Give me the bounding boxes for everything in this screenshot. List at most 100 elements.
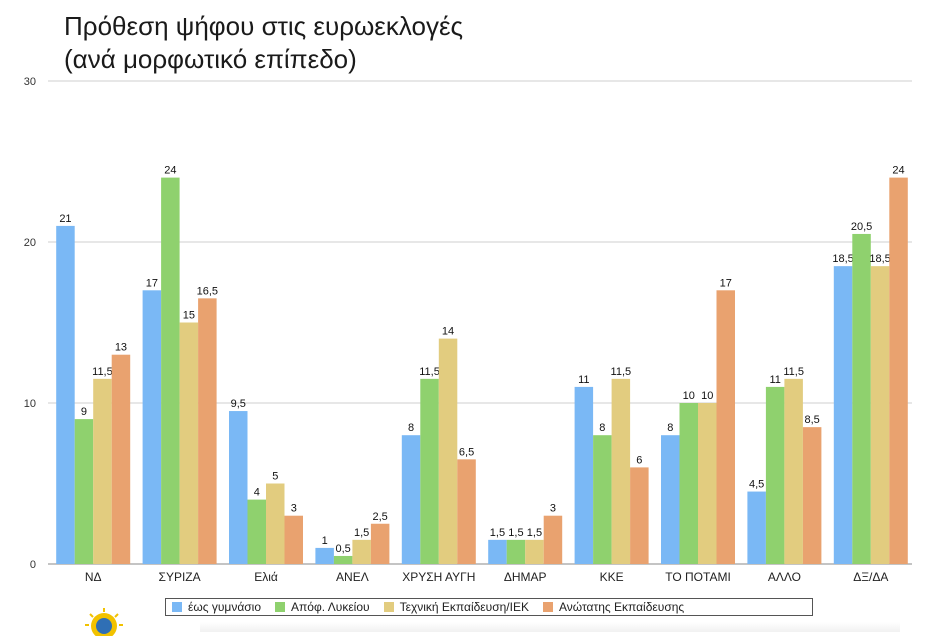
bar-6-3: [630, 467, 649, 564]
data-label-7-0: 8: [667, 422, 673, 434]
legend-label-0: έως γυμνάσιο: [188, 600, 261, 614]
bar-3-2: [352, 539, 371, 564]
data-label-9-0: 18,5: [832, 253, 853, 265]
data-label-4-0: 8: [408, 422, 414, 434]
data-label-9-1: 20,5: [851, 221, 872, 233]
data-label-2-3: 3: [291, 503, 297, 515]
data-label-3-2: 1,5: [354, 527, 369, 539]
bar-6-0: [574, 386, 594, 564]
data-label-9-3: 24: [892, 165, 904, 177]
bar-7-2: [698, 403, 717, 564]
bar-1-3: [198, 298, 217, 564]
bar-9-2: [870, 266, 890, 564]
bar-0-3: [111, 354, 131, 564]
data-label-5-0: 1,5: [490, 527, 505, 539]
bar-3-0: [315, 547, 334, 564]
x-tick-label-3: ΑΝΕΛ: [336, 570, 369, 584]
data-label-8-3: 8,5: [805, 414, 820, 426]
data-label-7-2: 10: [701, 390, 713, 402]
legend: έως γυμνάσιο Απόφ. Λυκείου Τεχνική Εκπαί…: [165, 598, 813, 616]
legend-swatch-0: [172, 602, 182, 612]
chart-title: Πρόθεση ψήφου στις ευρωεκλογές (ανά μορφ…: [64, 10, 463, 76]
bar-8-3: [802, 427, 822, 564]
data-label-6-1: 8: [599, 422, 605, 434]
bar-2-0: [229, 411, 248, 564]
x-tick-label-1: ΣΥΡΙΖΑ: [159, 570, 201, 584]
bar-8-1: [765, 386, 785, 564]
bar-5-1: [506, 539, 526, 564]
data-label-2-2: 5: [272, 471, 278, 483]
data-label-1-2: 15: [183, 310, 195, 322]
bar-6-1: [593, 435, 612, 564]
data-label-4-2: 14: [442, 326, 454, 338]
logo-emblem: [85, 608, 123, 636]
bar-6-2: [611, 378, 631, 564]
bar-4-1: [420, 378, 439, 564]
legend-label-1: Απόφ. Λυκείου: [291, 600, 370, 614]
x-tick-label-4: ΧΡΥΣΗ ΑΥΓΗ: [402, 570, 475, 584]
data-label-5-1: 1,5: [508, 527, 523, 539]
x-tick-label-5: ΔΗΜΑΡ: [504, 570, 547, 584]
bar-9-0: [833, 266, 853, 564]
title-line-1: Πρόθεση ψήφου στις ευρωεκλογές: [64, 11, 464, 41]
legend-item-0: έως γυμνάσιο: [172, 600, 261, 614]
bar-2-2: [266, 483, 285, 564]
data-label-7-1: 10: [683, 390, 695, 402]
bar-4-0: [401, 435, 421, 564]
bar-5-2: [525, 539, 544, 564]
data-label-8-2: 11,5: [783, 366, 804, 378]
x-tick-label-6: ΚΚΕ: [600, 570, 624, 584]
data-label-8-1: 11: [769, 374, 780, 386]
data-label-0-2: 11,5: [92, 366, 113, 378]
legend-item-2: Τεχνική Εκπαίδευση/ΙΕΚ: [383, 600, 529, 614]
bar-4-2: [438, 338, 458, 564]
legend-label-3: Ανώτατης Εκπαίδευσης: [558, 600, 685, 614]
x-tick-label-7: ΤΟ ΠΟΤΑΜΙ: [665, 570, 731, 584]
bar-7-3: [716, 290, 735, 564]
y-tick-label-20: 20: [24, 237, 36, 249]
data-label-6-0: 11: [578, 374, 589, 386]
bar-1-0: [142, 290, 162, 564]
data-label-0-0: 21: [59, 213, 71, 225]
legend-item-1: Απόφ. Λυκείου: [275, 600, 370, 614]
title-line-2: (ανά μορφωτικό επίπεδο): [64, 44, 357, 74]
data-label-7-3: 17: [720, 277, 732, 289]
bar-1-2: [179, 322, 199, 564]
data-label-1-1: 24: [164, 165, 176, 177]
x-tick-label-0: ΝΔ: [85, 570, 102, 584]
legend-label-2: Τεχνική Εκπαίδευση/ΙΕΚ: [399, 600, 529, 614]
bar-3-3: [370, 523, 390, 564]
y-tick-label-0: 0: [30, 559, 36, 571]
y-tick-label-30: 30: [24, 76, 36, 88]
bar-4-3: [457, 459, 476, 564]
bar-8-2: [784, 378, 803, 564]
bar-5-3: [543, 515, 563, 564]
bar-chart: 010203021911,513ΝΔ17241516,5ΣΥΡΙΖΑ9,5453…: [24, 76, 912, 584]
data-label-3-1: 0,5: [336, 543, 351, 555]
data-label-4-3: 6,5: [459, 446, 474, 458]
bar-0-1: [74, 419, 94, 564]
x-tick-label-8: ΑΛΛΟ: [768, 570, 801, 584]
legend-swatch-2: [383, 602, 394, 612]
bar-0-2: [93, 378, 112, 564]
data-label-9-2: 18,5: [869, 253, 890, 265]
bar-9-3: [889, 177, 908, 564]
data-label-0-1: 9: [81, 406, 87, 418]
data-label-2-1: 4: [254, 487, 260, 499]
bar-7-1: [679, 403, 698, 564]
data-label-2-0: 9,5: [231, 398, 246, 410]
data-label-1-0: 17: [146, 277, 158, 289]
data-label-8-0: 4,5: [749, 479, 764, 491]
legend-swatch-3: [542, 602, 553, 612]
data-label-1-3: 16,5: [197, 285, 218, 297]
data-label-4-1: 11,5: [419, 366, 440, 378]
footer-strip: [200, 622, 900, 632]
data-label-6-2: 11,5: [611, 366, 632, 378]
data-label-0-3: 13: [115, 342, 127, 354]
bar-1-1: [161, 177, 180, 564]
bar-0-0: [56, 225, 75, 564]
legend-item-3: Ανώτατης Εκπαίδευσης: [542, 600, 685, 614]
legend-swatch-1: [275, 602, 285, 612]
y-tick-label-10: 10: [24, 398, 36, 410]
bar-2-1: [247, 499, 266, 564]
